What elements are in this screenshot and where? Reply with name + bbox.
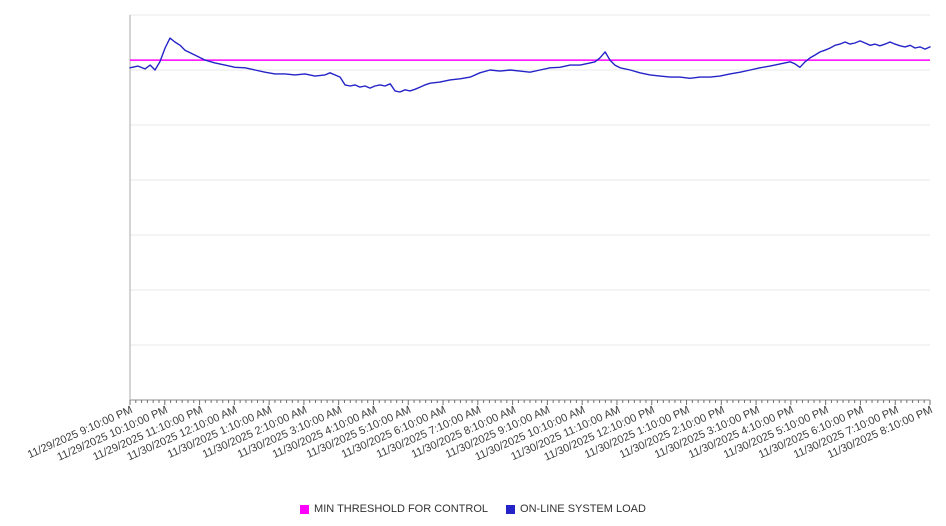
legend-marker-threshold-icon xyxy=(300,504,310,514)
legend-label-min-threshold: MIN THRESHOLD FOR CONTROL xyxy=(314,503,489,515)
x-axis-label: 11/30/2025 7:10:00 PM xyxy=(791,404,901,462)
x-axis-label: 11/30/2025 8:10:00 AM xyxy=(409,404,518,461)
x-axis-label: 11/30/2025 3:10:00 PM xyxy=(652,404,761,462)
x-axis-label: 11/29/2025 10:10:00 PM xyxy=(55,404,170,464)
x-axis-label: 11/30/2025 8:10:00 PM xyxy=(826,404,935,462)
x-axis-label: 11/30/2025 10:10:00 AM xyxy=(473,404,588,464)
x-axis-label: 11/30/2025 4:10:00 PM xyxy=(687,404,796,462)
x-axis-label: 11/30/2025 3:10:00 AM xyxy=(235,404,344,461)
x-axis-label: 11/30/2025 1:10:00 AM xyxy=(165,404,275,461)
legend-marker-load-icon xyxy=(506,504,516,514)
legend-item-system-load: ON-LINE SYSTEM LOAD xyxy=(506,503,646,515)
x-axis-label: 11/30/2025 6:10:00 AM xyxy=(339,404,448,461)
x-axis-label: 11/30/2025 5:10:00 PM xyxy=(721,404,831,462)
x-axis-label: 11/30/2025 1:10:00 PM xyxy=(582,404,692,462)
x-axis-label: 11/30/2025 4:10:00 AM xyxy=(270,404,379,461)
legend-label-system-load: ON-LINE SYSTEM LOAD xyxy=(520,503,646,515)
x-axis-label: 11/30/2025 5:10:00 AM xyxy=(305,404,414,461)
x-axis-label: 11/30/2025 6:10:00 PM xyxy=(756,404,866,462)
chart-legend: MIN THRESHOLD FOR CONTROL ON-LINE SYSTEM… xyxy=(0,503,946,515)
x-axis-label: 11/30/2025 2:10:00 PM xyxy=(617,404,727,462)
x-axis-label: 11/30/2025 7:10:00 AM xyxy=(374,404,483,461)
x-axis-label: 11/29/2025 11:10:00 PM xyxy=(90,404,205,464)
x-axis-label: 11/30/2025 2:10:00 AM xyxy=(200,404,309,461)
x-axis-label: 11/30/2025 11:10:00 AM xyxy=(508,404,622,464)
plot-area xyxy=(129,14,931,405)
x-axis-label: 11/30/2025 9:10:00 AM xyxy=(444,404,553,461)
legend-item-min-threshold: MIN THRESHOLD FOR CONTROL xyxy=(300,503,488,515)
x-axis-label: 11/29/2025 9:10:00 PM xyxy=(26,404,135,462)
x-axis-label: 11/30/2025 12:10:00 PM xyxy=(542,404,657,464)
x-axis-label: 11/30/2025 12:10:00 AM xyxy=(125,404,240,464)
